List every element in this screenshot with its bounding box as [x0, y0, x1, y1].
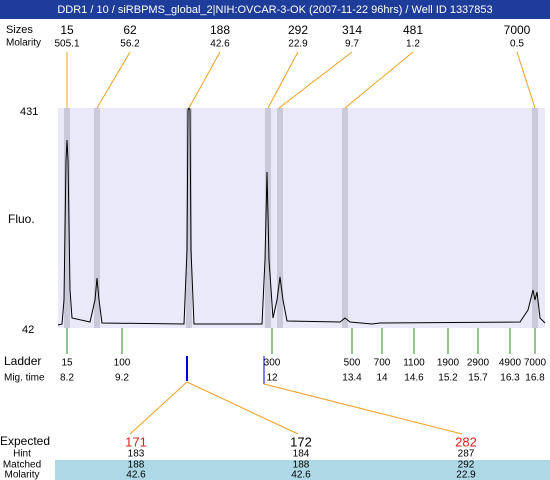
molarity-label: Molarity	[6, 38, 41, 49]
row-value: 292	[458, 460, 475, 471]
peak-molarity: 56.2	[120, 39, 140, 50]
expected-connectors	[129, 381, 463, 435]
ladder-time: 16.3	[500, 373, 520, 384]
ladder-size: 700	[374, 358, 391, 369]
row-value: 188	[293, 460, 310, 471]
peak-molarity: 9.7	[345, 39, 359, 50]
ladder-size: 15	[61, 358, 73, 369]
ladder-time: 15.2	[438, 373, 458, 384]
matched-band	[55, 460, 550, 480]
ladder-time: 14	[376, 373, 388, 384]
ladder-time: 15.7	[468, 373, 488, 384]
ladder-time: 8.2	[60, 373, 74, 384]
peak-connectors	[66, 51, 536, 109]
row-label: Hint	[13, 449, 31, 460]
row-label: Molarity	[4, 470, 39, 480]
row-value: 42.6	[126, 470, 146, 480]
peak-molarity: 1.2	[406, 39, 420, 50]
ladder-size: 4900	[499, 358, 522, 369]
ladder-time: 9.2	[115, 373, 129, 384]
ladder-time: 13.4	[342, 373, 362, 384]
row-value: 287	[458, 449, 475, 460]
peak-size: 481	[403, 23, 423, 37]
ladder-size: 2900	[467, 358, 490, 369]
peak-size: 62	[123, 23, 137, 37]
ladder-size: 300	[264, 358, 281, 369]
row-value: 183	[128, 449, 145, 460]
ladder-size: 7000	[524, 358, 547, 369]
mig-time-label: Mig. time	[4, 373, 45, 384]
peak-molarity: 22.9	[288, 39, 308, 50]
sizes-label: Sizes	[6, 24, 33, 36]
ladder-size: 100	[114, 358, 131, 369]
ladder-size: 500	[344, 358, 361, 369]
peak-size: 188	[210, 23, 230, 37]
peak-molarity: 42.6	[210, 39, 230, 50]
header-title: DDR1 / 10 / siRBPMS_global_2|NIH:OVCAR-3…	[57, 4, 492, 16]
peak-molarity: 0.5	[510, 39, 524, 50]
peak-size: 15	[60, 23, 74, 37]
ladder-label: Ladder	[4, 354, 41, 368]
ladder-time: 16.8	[525, 373, 545, 384]
peak-size: 7000	[504, 23, 531, 37]
peak-size: 314	[342, 23, 362, 37]
ladder-size: 1900	[437, 358, 460, 369]
peak-size: 292	[288, 23, 308, 37]
y-top: 431	[20, 106, 38, 118]
header-bar	[0, 0, 550, 19]
row-label: Matched	[3, 460, 41, 471]
ladder-time: 14.6	[404, 373, 424, 384]
y-label: Fluo.	[8, 212, 35, 226]
trace	[57, 106, 546, 326]
expected-label: Expected	[0, 434, 50, 448]
expected-value: 172	[290, 434, 312, 449]
row-value: 42.6	[291, 470, 311, 480]
expected-value: 282	[455, 434, 477, 449]
row-value: 22.9	[456, 470, 476, 480]
expected-value: 171	[125, 434, 147, 449]
y-bottom: 42	[22, 324, 34, 336]
row-value: 184	[293, 449, 310, 460]
row-value: 188	[128, 460, 145, 471]
peak-molarity: 505.1	[54, 39, 79, 50]
plot-area	[58, 108, 545, 328]
ladder-size: 1100	[403, 358, 425, 369]
ladder-time: 12	[266, 373, 278, 384]
